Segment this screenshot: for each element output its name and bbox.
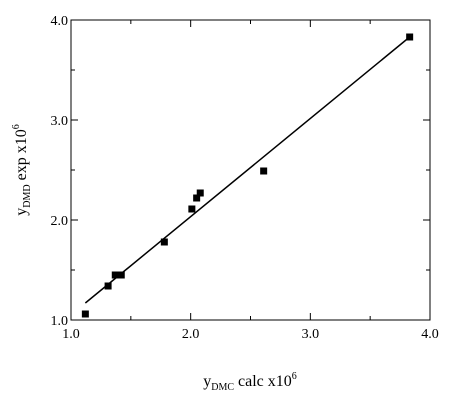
- data-point: [81, 310, 89, 318]
- data-point: [260, 167, 268, 175]
- data-point: [188, 205, 196, 213]
- fit-line-group: [84, 36, 411, 304]
- y-tick-label: 4.0: [51, 14, 69, 29]
- x-tick-label: 2.0: [182, 327, 200, 342]
- x-tick-label: 1.0: [62, 327, 80, 342]
- data-point: [104, 282, 112, 290]
- y-tick-label: 2.0: [51, 214, 69, 229]
- x-axis-label: yDMC calc x106: [203, 371, 297, 393]
- data-point: [160, 238, 168, 246]
- data-point: [406, 33, 414, 41]
- x-tick-label: 4.0: [421, 327, 439, 342]
- tick-labels: 1.0 2.0 3.0 4.0 1.0 2.0 3.0 4.0: [51, 14, 439, 342]
- axis-ticks: [70, 19, 431, 321]
- data-points: [81, 33, 414, 318]
- data-point: [117, 271, 125, 279]
- data-point: [193, 194, 201, 202]
- y-tick-label: 1.0: [51, 314, 69, 329]
- y-axis-label: yDMD exp x106: [11, 124, 33, 215]
- data-point: [111, 271, 119, 279]
- data-point: [196, 189, 204, 197]
- fit-line: [84, 36, 411, 304]
- x-tick-label: 3.0: [302, 327, 320, 342]
- y-tick-label: 3.0: [51, 114, 69, 129]
